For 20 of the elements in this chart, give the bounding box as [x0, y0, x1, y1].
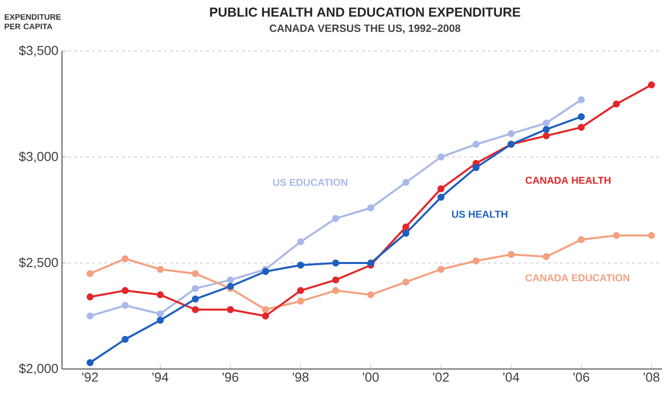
series-label: CANADA EDUCATION [526, 274, 630, 282]
series-label: US HEALTH [452, 210, 508, 218]
chart-title: PUBLIC HEALTH AND EDUCATION EXPENDITURE [210, 8, 520, 17]
x-tick-label: '92 [82, 372, 98, 382]
x-tick-label: '98 [292, 372, 309, 382]
text: CANADA HEALTH [526, 176, 610, 184]
text: US EDUCATION [273, 178, 348, 186]
y-tick-label: $3,000 [18, 151, 58, 163]
y-tick-label: $2,000 [18, 363, 58, 375]
x-tick-label: '96 [222, 372, 238, 382]
x-tick-label: '00 [362, 372, 379, 382]
x-tick-label: '06 [573, 372, 590, 382]
y-axis-title: EXPENDITURE PER CAPITA [4, 14, 61, 30]
x-tick-label: '04 [503, 372, 520, 382]
x-tick-label: '94 [152, 372, 168, 382]
x-tick-label: '08 [644, 372, 660, 382]
y-tick-label: $3,500 [18, 45, 58, 57]
chart-subtitle: CANADA VERSUS THE US, 1992–2008 [270, 24, 460, 34]
y-tick-label: $2,500 [18, 257, 58, 269]
x-tick-label: '02 [433, 372, 449, 382]
